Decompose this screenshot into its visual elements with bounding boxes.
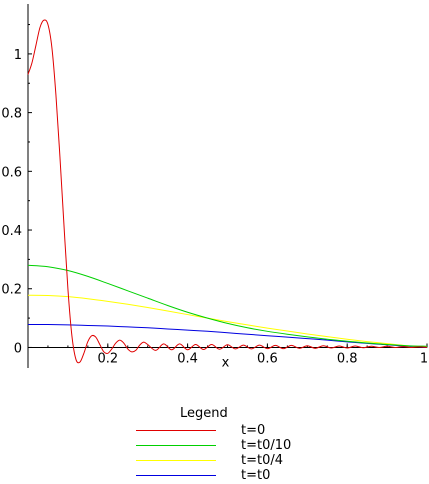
x-tick-label: 0.2 xyxy=(97,351,118,366)
series-line-0 xyxy=(27,19,428,364)
series-line-3 xyxy=(27,324,428,348)
x-tick-label: 0.4 xyxy=(177,351,198,366)
series-line-2 xyxy=(27,294,428,348)
y-tick-label: 0.2 xyxy=(1,283,22,298)
chart-series xyxy=(27,19,428,364)
chart-axes: 0.2 0.4 0.6 0.8 1 0 0.2 0.4 0.6 0.8 1 xyxy=(1,4,428,368)
y-tick-label: 0.8 xyxy=(1,107,22,122)
y-tick-label: 0.4 xyxy=(1,224,22,239)
y-ticks: 0 0.2 0.4 0.6 0.8 1 xyxy=(1,24,32,356)
x-tick-label: 0.8 xyxy=(337,351,358,366)
x-axis-label: x xyxy=(222,355,230,370)
y-tick-label: 1 xyxy=(14,48,22,63)
x-ticks: 0.2 0.4 0.6 0.8 1 xyxy=(47,343,428,366)
y-tick-label: 0.6 xyxy=(1,165,22,180)
x-tick-label: 0.6 xyxy=(257,351,278,366)
series-line-1 xyxy=(27,264,428,347)
x-tick-label: 1 xyxy=(420,351,428,366)
y-tick-label: 0 xyxy=(14,341,22,356)
